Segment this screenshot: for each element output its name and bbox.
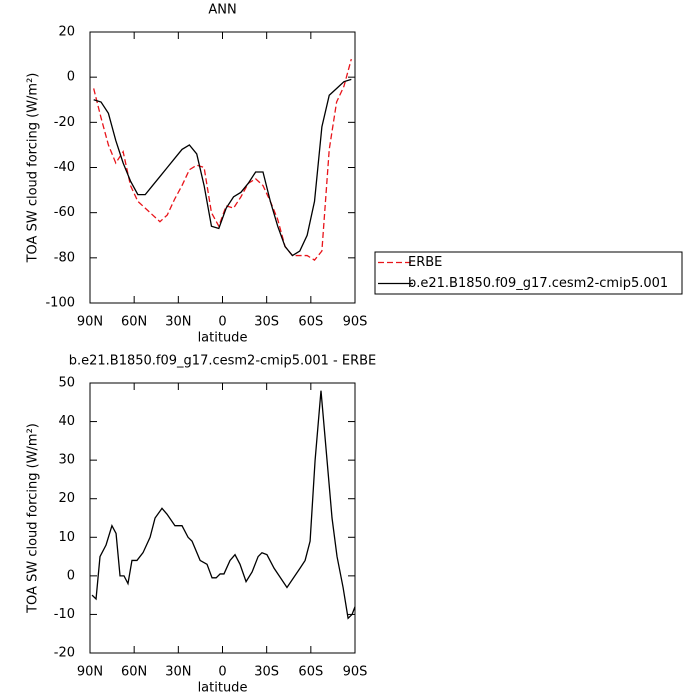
x-tick-label: 60S xyxy=(298,665,323,680)
y-tick-label: 10 xyxy=(58,530,75,545)
x-tick-label: 30S xyxy=(254,315,279,330)
x-tick-label: 30S xyxy=(254,665,279,680)
chart-title: ANN xyxy=(208,3,236,18)
y-tick-label: 20 xyxy=(58,491,75,506)
x-tick-label: 30N xyxy=(165,315,191,330)
y-tick-label: 50 xyxy=(58,376,75,391)
y-tick-label: -60 xyxy=(54,205,75,220)
y-tick-label: -20 xyxy=(54,646,75,661)
x-tick-label: 90N xyxy=(77,665,103,680)
y-tick-label: -20 xyxy=(54,115,75,130)
x-tick-label: 60S xyxy=(298,315,323,330)
legend-box xyxy=(374,251,683,295)
x-tick-label: 0 xyxy=(218,315,226,330)
y-tick-label: 0 xyxy=(67,568,75,583)
x-tick-label: 0 xyxy=(218,665,226,680)
data-line xyxy=(93,78,352,257)
y-tick-label: -40 xyxy=(54,160,75,175)
y-tick-label: 0 xyxy=(67,70,75,85)
data-line xyxy=(91,390,356,620)
y-axis-label: TOA SW cloud forcing (W/m²) xyxy=(26,423,41,614)
plot-frame xyxy=(89,31,356,304)
x-tick-label: 90S xyxy=(343,315,368,330)
x-tick-label: 90S xyxy=(343,665,368,680)
x-tick-label: 30N xyxy=(165,665,191,680)
data-line xyxy=(93,58,352,261)
x-tick-label: 60N xyxy=(121,315,147,330)
y-tick-label: -10 xyxy=(54,607,75,622)
y-tick-label: 20 xyxy=(58,25,75,40)
x-axis-label: latitude xyxy=(198,331,248,346)
x-axis-label: latitude xyxy=(198,681,248,696)
y-axis-label: TOA SW cloud forcing (W/m²) xyxy=(26,73,41,264)
x-tick-label: 90N xyxy=(77,315,103,330)
x-tick-label: 60N xyxy=(121,665,147,680)
plot-frame xyxy=(89,382,356,654)
y-tick-label: 30 xyxy=(58,453,75,468)
y-tick-label: -100 xyxy=(45,296,75,311)
y-tick-label: 40 xyxy=(58,414,75,429)
y-tick-label: -80 xyxy=(54,250,75,265)
legend-label: ERBE xyxy=(408,255,442,270)
legend-label: b.e21.B1850.f09_g17.cesm2-cmip5.001 xyxy=(408,276,668,291)
chart-title: b.e21.B1850.f09_g17.cesm2-cmip5.001 - ER… xyxy=(69,354,377,369)
